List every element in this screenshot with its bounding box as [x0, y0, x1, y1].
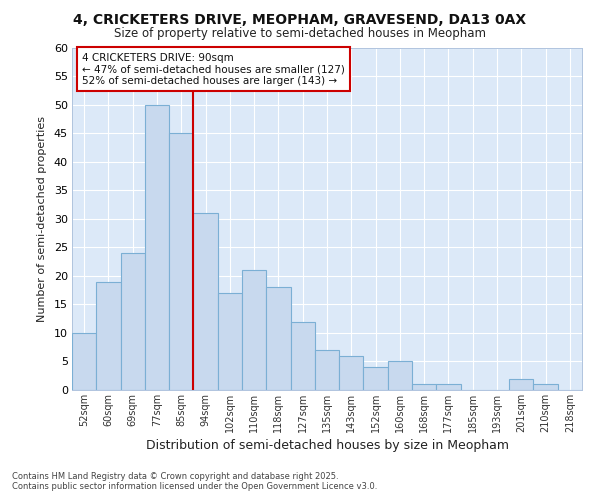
- Bar: [169, 133, 193, 390]
- Bar: [339, 356, 364, 390]
- Text: 4, CRICKETERS DRIVE, MEOPHAM, GRAVESEND, DA13 0AX: 4, CRICKETERS DRIVE, MEOPHAM, GRAVESEND,…: [73, 12, 527, 26]
- Bar: [266, 287, 290, 390]
- X-axis label: Distribution of semi-detached houses by size in Meopham: Distribution of semi-detached houses by …: [146, 439, 509, 452]
- Text: 4 CRICKETERS DRIVE: 90sqm
← 47% of semi-detached houses are smaller (127)
52% of: 4 CRICKETERS DRIVE: 90sqm ← 47% of semi-…: [82, 52, 345, 86]
- Bar: [436, 384, 461, 390]
- Text: Size of property relative to semi-detached houses in Meopham: Size of property relative to semi-detach…: [114, 28, 486, 40]
- Bar: [96, 282, 121, 390]
- Bar: [193, 213, 218, 390]
- Bar: [218, 293, 242, 390]
- Bar: [364, 367, 388, 390]
- Bar: [290, 322, 315, 390]
- Bar: [533, 384, 558, 390]
- Bar: [388, 362, 412, 390]
- Text: Contains HM Land Registry data © Crown copyright and database right 2025.
Contai: Contains HM Land Registry data © Crown c…: [12, 472, 377, 491]
- Bar: [242, 270, 266, 390]
- Bar: [121, 253, 145, 390]
- Bar: [145, 104, 169, 390]
- Y-axis label: Number of semi-detached properties: Number of semi-detached properties: [37, 116, 47, 322]
- Bar: [315, 350, 339, 390]
- Bar: [72, 333, 96, 390]
- Bar: [412, 384, 436, 390]
- Bar: [509, 378, 533, 390]
